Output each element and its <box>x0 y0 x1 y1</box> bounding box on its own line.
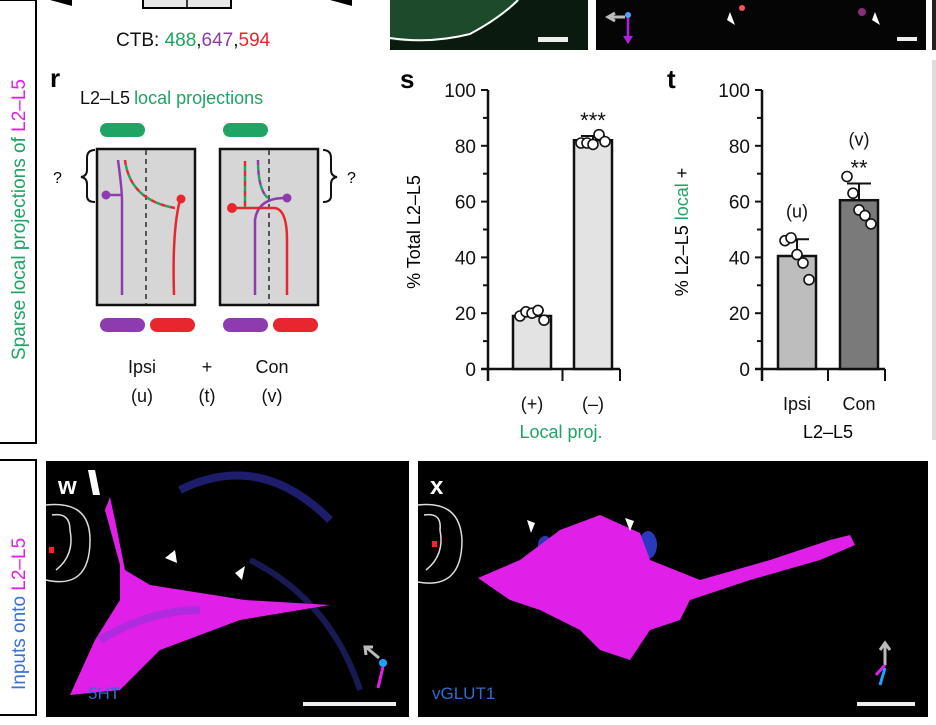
purple-bar <box>223 318 268 332</box>
top-strip: CTB: 488,647,594 <box>50 0 936 51</box>
annotation-top: (v) <box>849 129 870 149</box>
annotation: *** <box>580 108 606 133</box>
neuron-w <box>70 497 330 695</box>
panel-letter-x: x <box>430 473 444 500</box>
scale-bar <box>857 702 915 706</box>
neuron-x <box>478 515 855 660</box>
data-point <box>865 218 877 230</box>
top-right-wedge <box>330 0 352 6</box>
question-right: ? <box>347 170 356 187</box>
plus-label: + <box>202 357 213 377</box>
bar <box>776 254 818 371</box>
chart-s-xlabel: Local proj. <box>519 422 602 442</box>
chart-s: s % Total L2–L5 Local proj. 0 20 40 60 80 100… <box>400 64 621 442</box>
data-point <box>532 304 544 317</box>
data-point <box>538 314 550 326</box>
panel-letter-t: t <box>667 64 676 94</box>
x-tick-label: Ipsi <box>783 394 811 414</box>
y-tick-label: 100 <box>718 81 750 102</box>
data-point <box>587 138 599 151</box>
arrowhead-icon <box>165 550 177 563</box>
ipsi-sub: (u) <box>131 386 153 406</box>
purple-bar <box>100 318 145 332</box>
annotation: (u) <box>786 201 808 221</box>
ipsi-label: Ipsi <box>128 357 156 377</box>
panel-r-title: L2–L5 local projections <box>80 88 263 108</box>
con-label: Con <box>255 357 288 377</box>
panel-letter-s: s <box>400 64 414 94</box>
annotation: ** <box>850 155 868 180</box>
y-tick-label: 80 <box>455 137 476 158</box>
upper-side-bracket <box>0 0 37 444</box>
data-point <box>599 135 611 148</box>
y-tick-label: 20 <box>455 304 476 325</box>
y-tick-label: 40 <box>455 248 476 269</box>
con-sub: (v) <box>262 386 283 406</box>
scale-bar <box>303 702 396 706</box>
top-left-wedge <box>50 0 72 6</box>
lower-side-bracket <box>0 459 37 716</box>
marker-vglut1: vGLUT1 <box>432 684 495 703</box>
bar <box>572 138 614 371</box>
y-tick-label: 40 <box>729 248 750 269</box>
ctb-label: CTB: 488,647,594 <box>116 30 271 51</box>
scale-bar <box>538 37 568 42</box>
upper-side-label: Sparse local projections of L2–L5 <box>9 79 30 360</box>
arrowhead-icon <box>527 520 535 533</box>
y-tick-label: 0 <box>465 360 476 381</box>
micrograph-dots <box>596 0 926 50</box>
x-tick-label: (–) <box>582 394 604 414</box>
x-tick-label: (+) <box>521 394 544 414</box>
data-point <box>847 187 859 200</box>
question-left: ? <box>53 170 62 187</box>
marker-5ht: 5HT <box>88 684 120 703</box>
spinal-cord-inset <box>417 503 463 584</box>
red-bar <box>150 318 195 332</box>
green-bar <box>100 123 145 137</box>
lower-side-label: Inputs onto L2–L5 <box>9 538 30 690</box>
y-tick-label: 60 <box>729 193 750 214</box>
chart-t: t % L2–L5 local + L2–L5 0 20 40 60 80 100 Ipsi… <box>667 64 886 442</box>
data-point <box>859 209 871 222</box>
location-marker <box>49 547 54 553</box>
data-point <box>797 257 809 269</box>
data-point <box>803 273 815 286</box>
panel-x: x vGLUT1 <box>417 461 928 717</box>
plus-sub: (t) <box>199 386 216 406</box>
y-tick-label: 0 <box>739 360 750 381</box>
y-tick-label: 60 <box>455 193 476 214</box>
chart-t-ylabel: % L2–L5 local + <box>672 168 692 297</box>
red-bar <box>273 318 318 332</box>
green-bar <box>223 123 268 137</box>
panel-letter-r: r <box>50 63 60 93</box>
y-tick-label: 20 <box>729 304 750 325</box>
arrowhead-icon <box>235 566 245 580</box>
chart-s-ylabel: % Total L2–L5 <box>404 175 424 289</box>
x-tick-label: Con <box>842 394 875 414</box>
y-tick-label: 80 <box>729 137 750 158</box>
data-point <box>785 232 797 244</box>
arrowhead-icon <box>872 12 880 25</box>
axis-arrow-icon <box>604 11 625 23</box>
panel-letter-w: w <box>57 473 77 500</box>
axis-arrow-icon <box>363 645 380 660</box>
location-marker <box>432 541 437 547</box>
chart-t-xlabel: L2–L5 <box>803 422 853 442</box>
data-point <box>791 248 803 261</box>
arrowhead-icon <box>625 518 634 531</box>
panel-w: w 5HT <box>45 461 409 717</box>
axis-arrow-icon <box>878 640 892 665</box>
arrowhead-icon <box>727 12 735 25</box>
scale-bar <box>897 37 917 41</box>
data-point <box>841 170 853 183</box>
panel-r: r L2–L5 local projections ? ? <box>50 63 356 406</box>
spinal-cord-inset <box>45 503 91 583</box>
y-tick-label: 100 <box>444 81 476 102</box>
